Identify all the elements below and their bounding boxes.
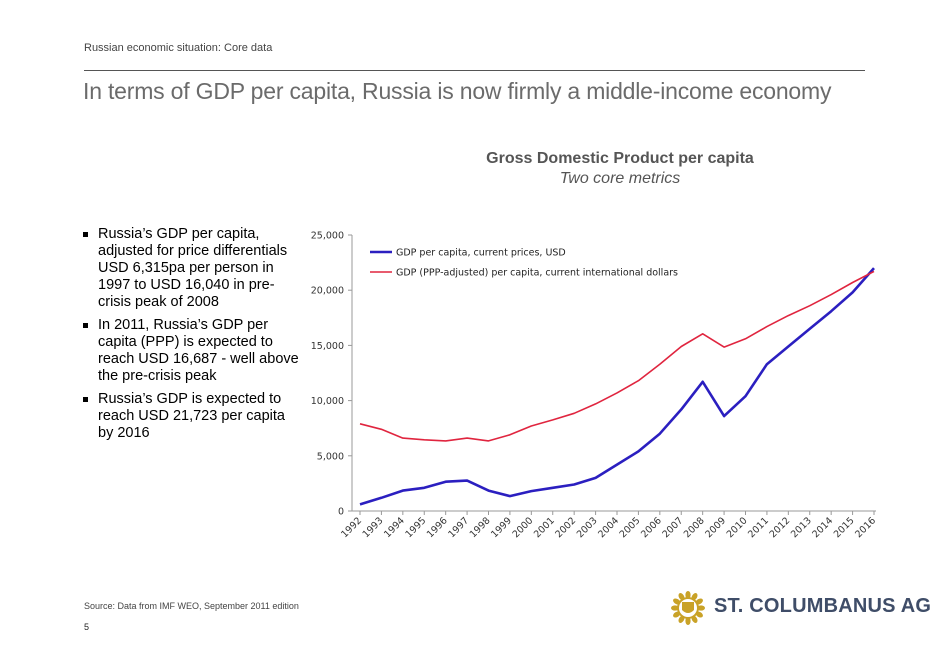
legend-entry: GDP per capita, current prices, USD (396, 248, 566, 259)
x-tick-label: 2001 (532, 515, 557, 540)
x-tick-label: 1998 (468, 515, 493, 540)
x-tick-label: 2015 (832, 515, 857, 540)
x-tick-label: 1994 (382, 515, 407, 540)
x-tick-label: 1996 (425, 515, 450, 540)
x-tick-label: 2011 (746, 515, 771, 540)
chart-subtitle: Two core metrics (559, 170, 681, 187)
y-tick-label: 25,000 (311, 231, 344, 242)
x-tick-label: 2008 (682, 515, 707, 540)
bullet-item: In 2011, Russia’s GDP per capita (PPP) i… (80, 317, 300, 385)
bullet-list: Russia’s GDP per capita, adjusted for pr… (80, 226, 300, 448)
x-tick-label: 2002 (553, 515, 578, 540)
x-tick-label: 2013 (789, 515, 814, 540)
y-tick-label: 10,000 (311, 396, 344, 407)
chart-title: Gross Domestic Product per capita (486, 150, 754, 167)
bullet-item: Russia’s GDP per capita, adjusted for pr… (80, 226, 300, 311)
series-line-gdp-ppp (359, 270, 875, 442)
bullet-item: Russia’s GDP is expected to reach USD 21… (80, 391, 300, 442)
page-title: In terms of GDP per capita, Russia is no… (83, 78, 832, 104)
x-tick-label: 2007 (660, 515, 685, 540)
page-number: 5 (84, 622, 90, 632)
y-tick-label: 0 (338, 507, 344, 518)
y-tick-label: 20,000 (311, 286, 344, 297)
y-tick-label: 5,000 (317, 451, 344, 462)
section-label: Russian economic situation: Core data (84, 42, 273, 54)
legend-entry: GDP (PPP-adjusted) per capita, current i… (396, 268, 678, 279)
x-tick-label: 2009 (703, 515, 728, 540)
x-tick-label: 2014 (810, 515, 835, 540)
x-tick-label: 2010 (725, 515, 750, 540)
x-tick-label: 1992 (339, 515, 364, 540)
crest-icon (671, 591, 705, 625)
source-note: Source: Data from IMF WEO, September 201… (84, 601, 299, 611)
x-tick-label: 1999 (489, 515, 514, 540)
x-tick-label: 2016 (853, 515, 878, 540)
x-tick-label: 2003 (575, 515, 600, 540)
x-tick-label: 1993 (361, 515, 386, 540)
x-tick-label: 2005 (618, 515, 643, 540)
x-tick-label: 2004 (596, 515, 621, 540)
header-divider (84, 70, 865, 71)
series-line-gdp-usd (359, 267, 875, 506)
x-tick-label: 2006 (639, 515, 664, 540)
x-tick-label: 2000 (511, 515, 536, 540)
x-tick-label: 1997 (446, 515, 471, 540)
company-logo: ST. COLUMBANUS AG (668, 588, 931, 628)
x-tick-label: 1995 (403, 515, 428, 540)
y-tick-label: 15,000 (311, 341, 344, 352)
company-name: ST. COLUMBANUS AG (714, 595, 932, 617)
x-tick-label: 2012 (768, 515, 793, 540)
gdp-line-chart: 05,00010,00015,00020,00025,0001992199319… (311, 231, 878, 541)
